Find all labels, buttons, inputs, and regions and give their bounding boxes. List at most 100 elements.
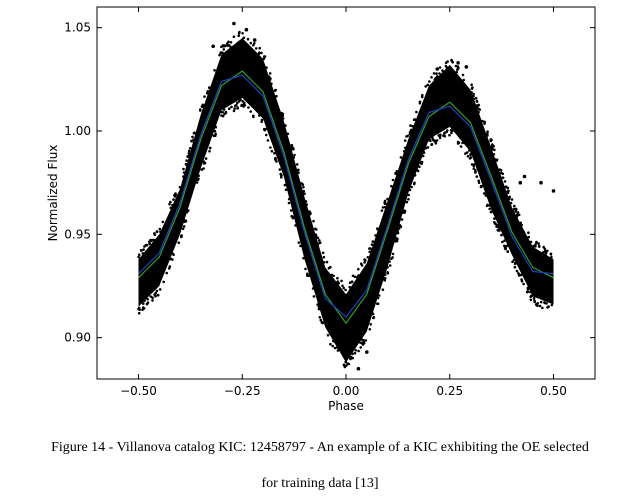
scatter-point xyxy=(223,44,227,48)
scatter-point xyxy=(363,258,366,261)
figure-caption-line-1: Figure 14 - Villanova catalog KIC: 12458… xyxy=(51,440,589,455)
scatter-point xyxy=(405,200,409,204)
scatter-point xyxy=(182,171,186,174)
scatter-point xyxy=(190,139,193,143)
scatter-point xyxy=(500,233,503,237)
scatter-point xyxy=(547,305,550,308)
scatter-point xyxy=(290,143,294,147)
scatter-point xyxy=(513,265,517,269)
scatter-point xyxy=(450,59,454,62)
scatter-point xyxy=(278,168,282,171)
scatter-point xyxy=(381,288,385,292)
scatter-point xyxy=(483,122,486,125)
scatter-point xyxy=(418,165,421,168)
scatter-point xyxy=(233,107,236,110)
scatter-point xyxy=(154,294,157,298)
scatter-point xyxy=(186,155,190,159)
scatter-point xyxy=(138,253,141,256)
scatter-point xyxy=(396,229,400,233)
scatter-point xyxy=(144,243,148,247)
scatter-point xyxy=(481,119,484,123)
scatter-point xyxy=(434,142,438,145)
scatter-point xyxy=(258,46,262,50)
scatter-point xyxy=(268,72,272,75)
scatter-point xyxy=(227,107,231,110)
scatter-point xyxy=(182,175,185,178)
scatter-point xyxy=(511,260,514,264)
scatter-point xyxy=(526,286,530,290)
scatter-point xyxy=(222,108,226,111)
scatter-point xyxy=(336,276,339,280)
scatter-point xyxy=(322,261,326,264)
scatter-outlier xyxy=(232,21,236,26)
scatter-point xyxy=(412,182,416,186)
scatter-point xyxy=(290,147,294,151)
scatter-point xyxy=(424,85,428,88)
scatter-point xyxy=(514,210,517,213)
scatter-point xyxy=(435,72,438,75)
scatter-point xyxy=(444,64,448,68)
scatter-point xyxy=(468,149,471,152)
scatter-point xyxy=(196,178,200,182)
scatter-point xyxy=(529,295,532,299)
scatter-point xyxy=(455,70,459,74)
scatter-outlier xyxy=(356,366,361,371)
scatter-point xyxy=(388,260,391,263)
scatter-point xyxy=(249,110,252,113)
scatter-point xyxy=(254,47,258,50)
scatter-point xyxy=(527,231,530,234)
scatter-point xyxy=(468,157,472,160)
scatter-point xyxy=(326,333,330,337)
scatter-point xyxy=(364,339,368,342)
scatter-point xyxy=(297,241,301,244)
scatter-point xyxy=(218,53,221,57)
scatter-point xyxy=(435,139,439,142)
scatter-point xyxy=(142,302,145,305)
scatter-point xyxy=(174,193,177,197)
scatter-point xyxy=(309,211,312,215)
scatter-point xyxy=(386,197,389,201)
scatter-point xyxy=(344,288,347,292)
scatter-point xyxy=(151,299,154,302)
scatter-point xyxy=(500,171,503,175)
scatter-point xyxy=(503,239,506,242)
scatter-point xyxy=(506,244,510,247)
scatter-point xyxy=(200,105,204,108)
scatter-point xyxy=(376,227,379,230)
scatter-point xyxy=(316,303,320,306)
scatter-point xyxy=(503,244,506,248)
x-tick-label: 0.25 xyxy=(436,384,463,398)
scatter-point xyxy=(421,154,425,158)
scatter-point xyxy=(148,242,151,246)
scatter-outlier xyxy=(522,174,527,179)
scatter-point xyxy=(488,204,491,207)
scatter-point xyxy=(262,127,266,131)
scatter-point xyxy=(474,168,477,172)
scatter-point xyxy=(369,323,373,326)
scatter-point xyxy=(241,32,244,35)
scatter-point xyxy=(321,321,325,325)
scatter-point xyxy=(386,271,389,274)
scatter-point xyxy=(359,346,363,349)
scatter-point xyxy=(331,344,335,348)
scatter-point xyxy=(348,285,352,289)
scatter-point xyxy=(504,247,507,251)
scatter-point xyxy=(159,230,162,233)
scatter-point xyxy=(415,168,419,172)
scatter-point xyxy=(284,188,288,191)
scatter-point xyxy=(273,151,276,155)
scatter-point xyxy=(475,105,479,108)
scatter-point xyxy=(409,124,412,127)
scatter-point xyxy=(443,131,447,135)
scatter-point xyxy=(477,181,481,185)
scatter-point xyxy=(462,78,466,82)
scatter-point xyxy=(237,100,241,103)
scatter-point xyxy=(187,149,191,153)
scatter-point xyxy=(529,240,533,244)
scatter-point xyxy=(427,138,431,142)
scatter-point xyxy=(353,351,357,355)
scatter-point xyxy=(386,266,389,269)
scatter-point xyxy=(317,242,320,245)
scatter-point xyxy=(484,194,488,197)
scatter-point xyxy=(472,163,476,166)
